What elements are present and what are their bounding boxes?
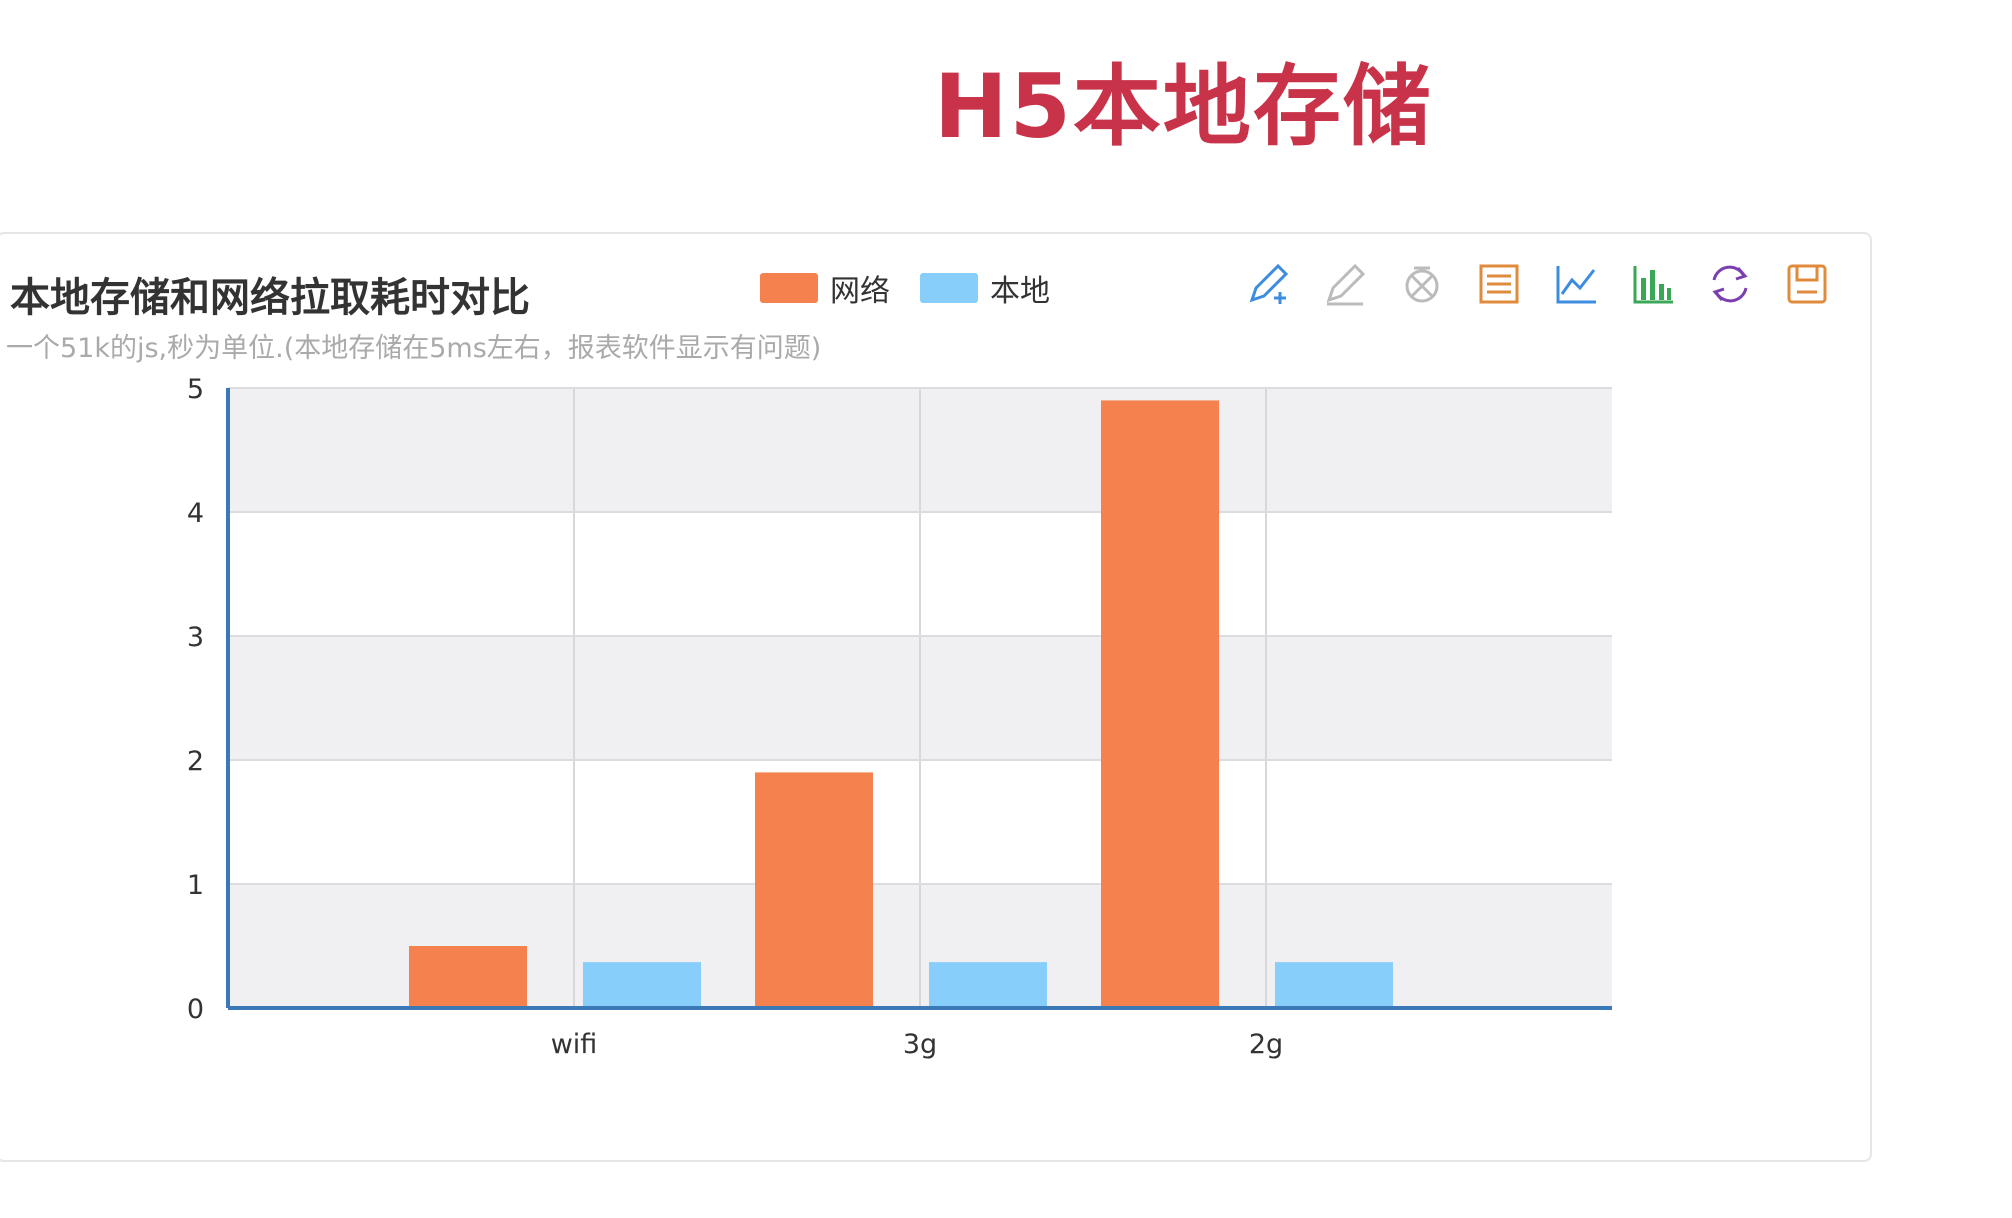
clear-marks-icon[interactable] (1394, 258, 1450, 310)
chart-legend: 网络 本地 (760, 266, 1080, 310)
bar-local (583, 962, 701, 1008)
chart-toolbox (1240, 258, 1856, 310)
mark-pen-icon[interactable] (1240, 258, 1296, 310)
bar-local (929, 962, 1047, 1008)
bar-network (755, 772, 873, 1008)
bar-network (409, 946, 527, 1008)
save-image-icon[interactable] (1779, 258, 1835, 310)
line-chart-icon[interactable] (1548, 258, 1604, 310)
bar-network (1101, 400, 1219, 1008)
y-tick-label: 3 (187, 622, 204, 653)
y-tick-label: 0 (187, 994, 204, 1025)
restore-icon[interactable] (1702, 258, 1758, 310)
y-tick-label: 4 (187, 498, 204, 529)
chart-title: 本地存储和网络拉取耗时对比 (10, 274, 530, 321)
data-view-icon[interactable] (1471, 258, 1527, 310)
chart-subtitle: 一个51k的js,秒为单位.(本地存储在5ms左右，报表软件显示有问题) (6, 333, 822, 364)
y-tick-label: 5 (187, 374, 204, 405)
y-tick-label: 1 (187, 870, 204, 901)
x-tick-label: 3g (903, 1029, 937, 1060)
legend-item-network[interactable]: 网络 (760, 266, 890, 310)
x-tick-label: wifi (551, 1029, 598, 1060)
legend-item-local[interactable]: 本地 (920, 266, 1050, 310)
legend-swatch-local (920, 273, 978, 303)
legend-label-local: 本地 (990, 274, 1050, 309)
legend-label-network: 网络 (830, 274, 890, 309)
page-title: H5本地存储 (934, 55, 1433, 158)
bar-local (1275, 962, 1393, 1008)
bar-chart-icon[interactable] (1625, 258, 1681, 310)
y-tick-label: 2 (187, 746, 204, 777)
legend-swatch-network (760, 273, 818, 303)
x-tick-label: 2g (1249, 1029, 1283, 1060)
mark-eraser-icon[interactable] (1317, 258, 1373, 310)
